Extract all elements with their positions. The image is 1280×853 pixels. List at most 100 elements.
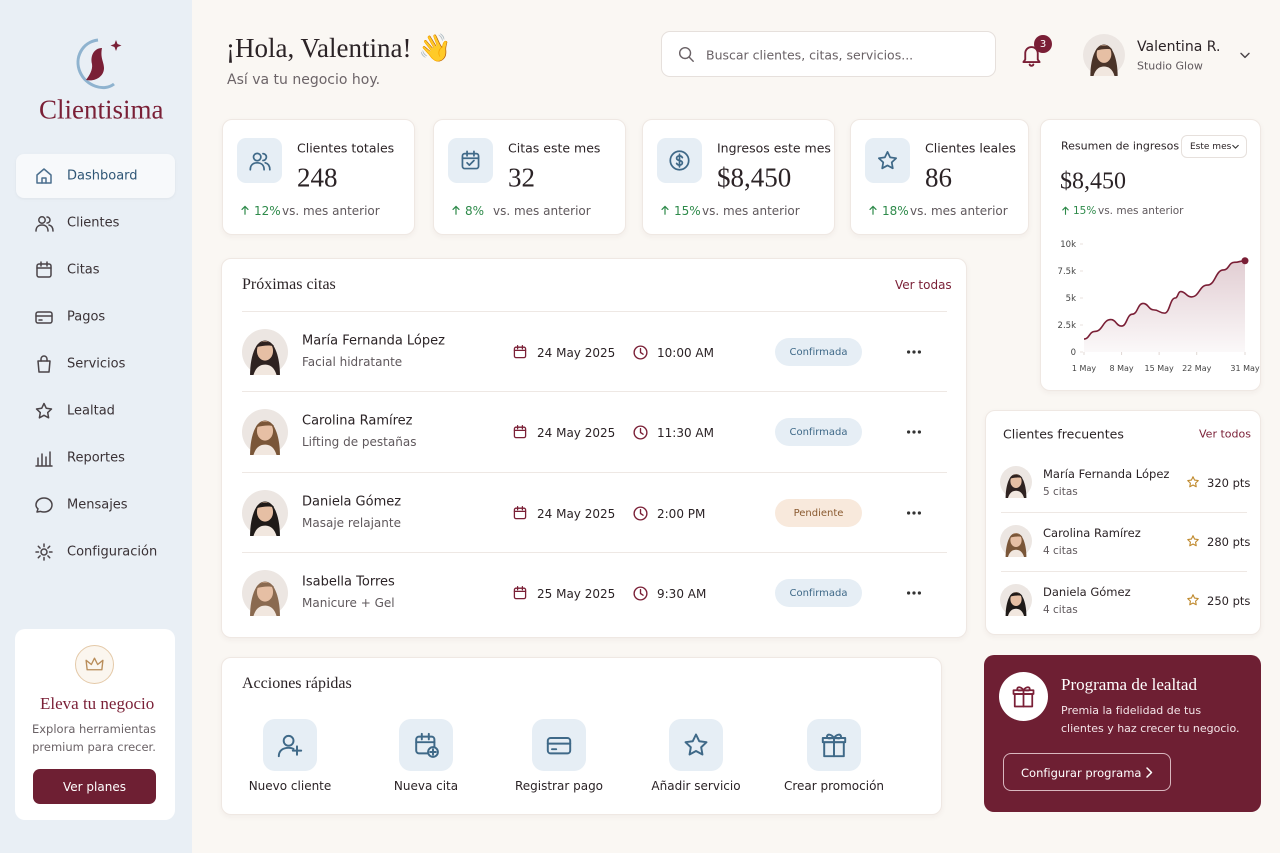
icon-part <box>1009 474 1023 479</box>
icon-part <box>1008 608 1024 616</box>
client-points: 250 pts <box>1207 594 1251 608</box>
divider <box>242 311 947 312</box>
stat-label: Clientes leales <box>925 140 1016 156</box>
action-label[interactable]: Crear promoción <box>783 779 885 793</box>
nav-item[interactable]: Reportes <box>67 450 125 466</box>
loyalty-button[interactable] <box>1003 753 1171 791</box>
icon-part <box>253 525 277 536</box>
icon-part <box>253 605 277 616</box>
avatar <box>1000 466 1032 498</box>
client-name: María Fernanda López <box>302 333 445 349</box>
icon <box>1240 52 1250 59</box>
icon-part <box>36 168 52 184</box>
client-visits: 4 citas <box>1043 604 1078 616</box>
icon-part <box>684 733 708 756</box>
icon-part <box>546 737 572 755</box>
icon-part <box>639 508 644 516</box>
icon-part <box>1028 63 1035 67</box>
appointment-time: 10:00 AM <box>657 346 714 360</box>
promo-button[interactable]: Ver planes <box>33 769 156 804</box>
icon-part <box>513 426 527 439</box>
icon <box>1146 767 1153 778</box>
icon <box>35 402 53 419</box>
icon-part <box>1095 45 1113 51</box>
nav-item[interactable]: Mensajes <box>67 497 128 513</box>
action-label[interactable]: Registrar pago <box>514 779 604 793</box>
icon-part <box>675 153 684 168</box>
client-name: Isabella Torres <box>302 574 395 590</box>
appointments-link[interactable]: Ver todas <box>895 278 952 292</box>
icon-part <box>906 430 911 434</box>
icon-part <box>1008 549 1024 557</box>
icon-part <box>1187 476 1199 488</box>
search-box[interactable] <box>661 31 996 77</box>
icon[interactable] <box>905 423 923 441</box>
icon <box>684 733 708 756</box>
icon <box>878 151 897 170</box>
icon-part <box>869 205 877 215</box>
icon <box>35 497 53 513</box>
icon[interactable] <box>905 584 923 602</box>
icon[interactable] <box>905 504 923 522</box>
icon <box>821 733 847 758</box>
stat-value: 32 <box>508 162 535 193</box>
divider <box>242 391 947 392</box>
icon <box>669 150 690 171</box>
icon-part <box>639 347 644 355</box>
icon-part <box>633 345 648 360</box>
icon <box>37 355 51 373</box>
nav-item[interactable]: Pagos <box>67 309 106 325</box>
icon-part <box>917 350 922 354</box>
loyalty-button-label: Configurar programa <box>1021 766 1142 780</box>
appointment-time: 9:30 AM <box>657 587 707 601</box>
frequent-link[interactable]: Ver todos <box>1199 427 1251 441</box>
icon <box>1187 535 1199 547</box>
avatar <box>1000 525 1032 557</box>
status-badge: Confirmada <box>775 579 862 607</box>
nav-item[interactable]: Lealtad <box>67 403 115 419</box>
nav-item[interactable]: Configuración <box>67 544 158 560</box>
action-button[interactable] <box>669 719 723 771</box>
revenue-note: vs. mes anterior <box>1098 205 1184 217</box>
action-button[interactable] <box>263 719 317 771</box>
nav-item[interactable]: Citas <box>67 262 100 278</box>
action-label[interactable]: Añadir servicio <box>651 779 741 793</box>
icon <box>241 205 249 215</box>
icon-part <box>282 734 295 747</box>
client-points: 320 pts <box>1207 476 1251 490</box>
icon-part <box>1062 206 1069 215</box>
action-button[interactable] <box>399 719 453 771</box>
icon-part <box>633 506 648 521</box>
icon <box>277 734 303 758</box>
appointments-card <box>221 258 967 638</box>
greeting: ¡Hola, Valentina! 👋 <box>226 33 452 63</box>
divider <box>1001 571 1247 572</box>
revenue-title: Resumen de ingresos <box>1061 139 1180 153</box>
action-button[interactable] <box>807 719 861 771</box>
appointment-date: 24 May 2025 <box>537 507 616 521</box>
icon <box>513 424 527 439</box>
icon <box>1232 144 1239 149</box>
nav-item[interactable]: Clientes <box>67 215 120 231</box>
icon-part <box>38 216 46 224</box>
action-label[interactable]: Nueva cita <box>393 779 459 793</box>
logo-mark <box>76 38 122 89</box>
icon-part <box>669 150 690 171</box>
icon <box>415 732 439 758</box>
greeting-subtitle: Así va tu negocio hoy. <box>227 72 381 88</box>
nav-item[interactable]: Dashboard <box>67 168 138 184</box>
period-label: Este mes <box>1190 142 1232 152</box>
icon-part <box>546 742 572 751</box>
client-visits: 4 citas <box>1043 545 1078 557</box>
action-label[interactable]: Nuevo cliente <box>248 779 332 793</box>
stat-change: 12% <box>254 204 281 218</box>
action-button[interactable] <box>532 719 586 771</box>
stat-value: 248 <box>297 162 338 193</box>
icon[interactable] <box>905 343 923 361</box>
appointment-time: 2:00 PM <box>657 507 706 521</box>
divider <box>242 552 947 553</box>
stat-icon-box <box>237 138 282 183</box>
period-select[interactable] <box>1181 135 1247 158</box>
icon <box>249 152 271 171</box>
nav-item[interactable]: Servicios <box>67 356 126 372</box>
